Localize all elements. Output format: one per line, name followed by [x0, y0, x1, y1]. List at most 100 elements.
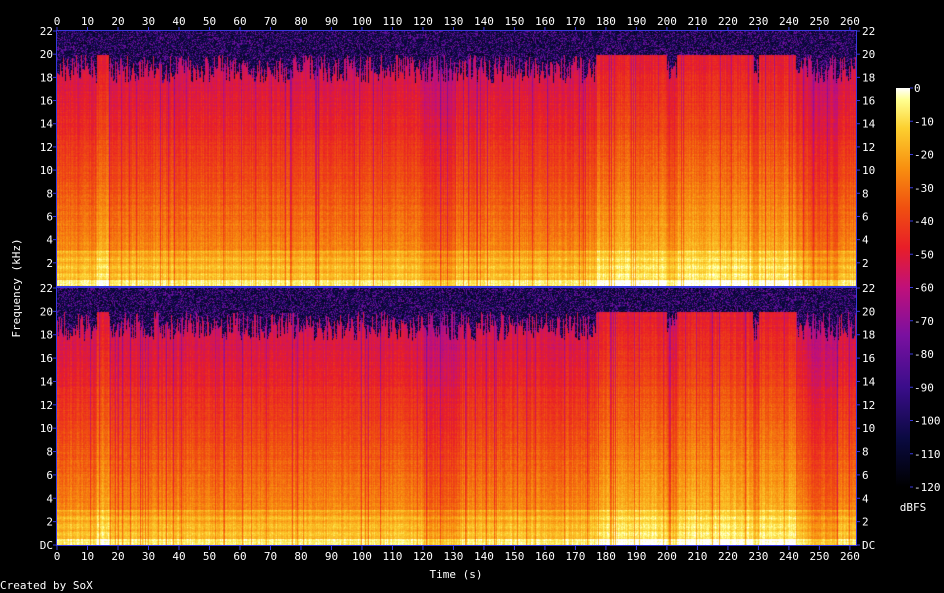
- x-tick-label-bottom: 150: [505, 550, 525, 563]
- x-tick-label-bottom: 90: [325, 550, 338, 563]
- x-tick-label-bottom: 170: [565, 550, 585, 563]
- y-tick-label-left: DC: [40, 539, 53, 552]
- x-tick-label-top: 230: [748, 15, 768, 28]
- y-tick-label-right: 22: [862, 25, 875, 38]
- x-tick-label-top: 30: [142, 15, 155, 28]
- y-tick-label-right: 18: [862, 329, 875, 342]
- x-tick-label-top: 150: [505, 15, 525, 28]
- y-tick-label-left: 14: [40, 118, 54, 131]
- x-tick-label-top: 140: [474, 15, 494, 28]
- x-tick-label-top: 0: [54, 15, 61, 28]
- x-axis-label: Time (s): [430, 568, 483, 581]
- colorbar-tick-label: -90: [914, 381, 934, 394]
- x-tick-label-top: 110: [383, 15, 403, 28]
- x-tick-label-top: 160: [535, 15, 555, 28]
- y-tick-label-left: 14: [40, 375, 54, 388]
- x-tick-label-top: 130: [444, 15, 464, 28]
- y-tick-label-right: 22: [862, 282, 875, 295]
- colorbar-tick-label: -120: [914, 481, 941, 494]
- x-tick-label-bottom: 40: [172, 550, 185, 563]
- x-tick-label-bottom: 200: [657, 550, 677, 563]
- y-tick-label-left: 18: [40, 329, 53, 342]
- colorbar-tick-label: -70: [914, 315, 934, 328]
- y-tick-label-left: 12: [40, 141, 53, 154]
- y-tick-label-left: 10: [40, 422, 53, 435]
- colorbar-tick-label: -80: [914, 348, 934, 361]
- x-tick-label-top: 240: [779, 15, 799, 28]
- plot-frame-top: [56, 30, 857, 287]
- x-tick-label-top: 90: [325, 15, 338, 28]
- y-tick-label-left: 16: [40, 95, 53, 108]
- x-tick-label-top: 190: [626, 15, 646, 28]
- colorbar-tick-label: -100: [914, 415, 941, 428]
- x-tick-label-bottom: 110: [383, 550, 403, 563]
- x-tick-label-top: 40: [172, 15, 185, 28]
- y-tick-label-right: 14: [862, 375, 876, 388]
- colorbar-tick-label: 0: [914, 82, 921, 95]
- y-tick-label-left: 2: [46, 516, 53, 529]
- x-tick-label-bottom: 220: [718, 550, 738, 563]
- colorbar-tick-label: -50: [914, 248, 934, 261]
- x-tick-label-top: 180: [596, 15, 616, 28]
- plot-frame-bottom: [56, 287, 857, 546]
- x-tick-label-top: 200: [657, 15, 677, 28]
- x-tick-label-bottom: 130: [444, 550, 464, 563]
- colorbar-tick-label: -110: [914, 448, 941, 461]
- y-tick-label-left: 2: [46, 257, 53, 270]
- x-tick-label-bottom: 240: [779, 550, 799, 563]
- x-tick-label-top: 80: [294, 15, 307, 28]
- x-tick-label-bottom: 100: [352, 550, 372, 563]
- y-tick-label-right: 6: [862, 210, 869, 223]
- y-tick-label-right: 10: [862, 422, 875, 435]
- spectrogram-heatmap-ch1: [57, 31, 856, 286]
- y-tick-label-right: 8: [862, 187, 869, 200]
- y-tick-label-right: 4: [862, 234, 869, 247]
- y-tick-label-left: 20: [40, 48, 53, 61]
- x-tick-label-bottom: 140: [474, 550, 494, 563]
- y-tick-label-right: 14: [862, 118, 876, 131]
- x-tick-label-bottom: 60: [233, 550, 246, 563]
- y-tick-label-right: DC: [862, 539, 875, 552]
- y-tick-label-left: 22: [40, 282, 53, 295]
- y-tick-label-left: 22: [40, 25, 53, 38]
- y-tick-label-left: 8: [46, 187, 53, 200]
- y-tick-label-left: 18: [40, 71, 53, 84]
- y-tick-label-left: 8: [46, 446, 53, 459]
- y-tick-label-right: 12: [862, 399, 875, 412]
- x-tick-label-top: 100: [352, 15, 372, 28]
- x-tick-label-top: 170: [565, 15, 585, 28]
- y-tick-label-right: 2: [862, 516, 869, 529]
- y-tick-label-left: 20: [40, 305, 53, 318]
- colorbar-tick-label: -20: [914, 149, 934, 162]
- x-tick-label-bottom: 230: [748, 550, 768, 563]
- colorbar: [896, 88, 910, 487]
- y-tick-label-right: 16: [862, 95, 875, 108]
- x-tick-label-bottom: 20: [111, 550, 124, 563]
- colorbar-label: dBFS: [900, 501, 927, 514]
- x-tick-label-bottom: 80: [294, 550, 307, 563]
- y-tick-label-right: 20: [862, 48, 875, 61]
- colorbar-tick-label: -10: [914, 115, 934, 128]
- x-tick-label-bottom: 50: [203, 550, 216, 563]
- x-tick-label-top: 50: [203, 15, 216, 28]
- x-tick-label-bottom: 70: [264, 550, 277, 563]
- y-axis-label: Frequency (kHz): [10, 238, 23, 337]
- y-tick-label-right: 6: [862, 469, 869, 482]
- colorbar-tick-label: -60: [914, 282, 934, 295]
- y-tick-label-right: 18: [862, 71, 875, 84]
- colorbar-tick-label: -40: [914, 215, 934, 228]
- x-tick-label-top: 250: [809, 15, 829, 28]
- x-tick-label-bottom: 120: [413, 550, 433, 563]
- x-tick-label-bottom: 190: [626, 550, 646, 563]
- x-tick-label-bottom: 210: [687, 550, 707, 563]
- colorbar-tick-label: -30: [914, 182, 934, 195]
- x-tick-label-top: 220: [718, 15, 738, 28]
- footer-credit: Created by SoX: [0, 579, 93, 592]
- y-tick-label-left: 16: [40, 352, 53, 365]
- y-tick-label-left: 10: [40, 164, 53, 177]
- y-tick-label-right: 4: [862, 492, 869, 505]
- x-tick-label-top: 210: [687, 15, 707, 28]
- y-tick-label-right: 8: [862, 446, 869, 459]
- spectrogram-heatmap-ch2: [57, 288, 856, 545]
